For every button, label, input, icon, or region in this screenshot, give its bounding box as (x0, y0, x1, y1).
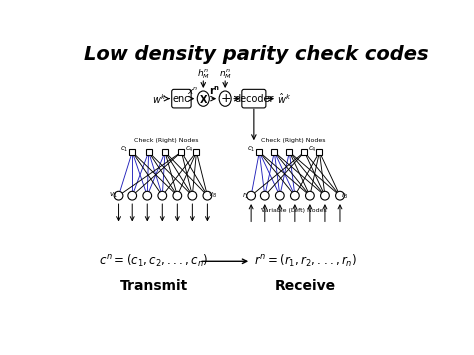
Text: Check (Right) Nodes: Check (Right) Nodes (134, 138, 198, 143)
Circle shape (291, 191, 299, 200)
Bar (271, 149, 277, 155)
Circle shape (128, 191, 137, 200)
Circle shape (173, 191, 182, 200)
Circle shape (188, 191, 197, 200)
Text: $r_8$: $r_8$ (341, 191, 349, 201)
Text: Receive: Receive (275, 279, 337, 293)
Text: Low density parity check codes: Low density parity check codes (84, 45, 429, 64)
Text: $c_1$: $c_1$ (120, 144, 129, 154)
Text: $\hat{w}^k$: $\hat{w}^k$ (277, 92, 291, 106)
Text: $v_8$: $v_8$ (208, 191, 217, 200)
Text: $v_1$: $v_1$ (109, 191, 118, 200)
Text: $n_M^n$: $n_M^n$ (219, 68, 232, 81)
Text: enc: enc (173, 94, 190, 104)
Text: $c_1$: $c_1$ (247, 144, 256, 154)
Circle shape (320, 191, 329, 200)
Bar (193, 149, 200, 155)
Text: $r^n=(r_1,r_2,...,r_n)$: $r^n=(r_1,r_2,...,r_n)$ (254, 253, 357, 269)
Text: $c_4$: $c_4$ (185, 144, 193, 154)
Circle shape (203, 191, 212, 200)
Circle shape (275, 191, 284, 200)
Circle shape (260, 191, 269, 200)
FancyBboxPatch shape (242, 89, 266, 108)
Bar (301, 149, 308, 155)
Text: Transmit: Transmit (120, 279, 188, 293)
Text: $c^n=(c_1,c_2,...,c_n)$: $c^n=(c_1,c_2,...,c_n)$ (100, 253, 209, 269)
FancyBboxPatch shape (172, 89, 191, 108)
Text: $\mathbf{r^n}$: $\mathbf{r^n}$ (209, 84, 220, 97)
Text: $r_1$: $r_1$ (243, 191, 250, 201)
Ellipse shape (219, 91, 231, 106)
Bar (317, 149, 322, 155)
Text: decoder: decoder (234, 94, 273, 104)
Circle shape (306, 191, 314, 200)
Bar (256, 149, 262, 155)
Circle shape (158, 191, 167, 200)
Circle shape (143, 191, 152, 200)
Text: $h_M^n$: $h_M^n$ (197, 68, 210, 81)
Circle shape (114, 191, 123, 200)
Text: Check (Right) Nodes: Check (Right) Nodes (261, 138, 325, 143)
Bar (286, 149, 292, 155)
Ellipse shape (197, 91, 210, 106)
Text: Variable (Left) Nodes: Variable (Left) Nodes (261, 208, 327, 213)
Bar (146, 149, 152, 155)
Text: $+$: $+$ (219, 92, 231, 105)
Text: $w^k$: $w^k$ (152, 92, 167, 105)
Circle shape (247, 191, 255, 200)
Bar (162, 149, 168, 155)
Circle shape (336, 191, 344, 200)
Bar (178, 149, 184, 155)
Bar (129, 149, 135, 155)
Text: $x^n$: $x^n$ (187, 85, 198, 96)
Text: $c_4$: $c_4$ (308, 144, 317, 154)
Text: $\mathbf{X}$: $\mathbf{X}$ (199, 93, 208, 105)
